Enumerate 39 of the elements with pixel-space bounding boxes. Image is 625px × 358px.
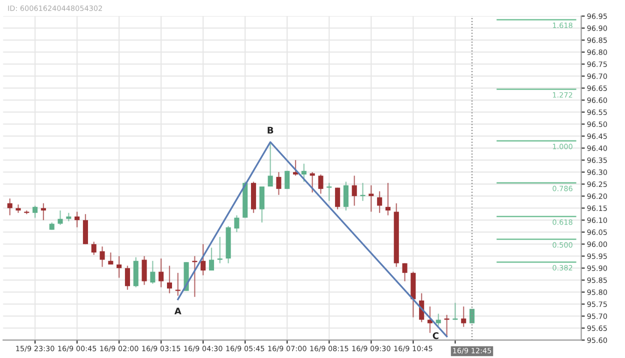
candlestick <box>166 265 172 294</box>
candlestick <box>318 174 324 194</box>
candlestick <box>58 210 63 226</box>
candlestick <box>116 256 122 278</box>
candlestick <box>40 202 46 221</box>
candlestick <box>268 142 273 188</box>
candlestick <box>175 272 180 296</box>
candlestick <box>427 306 433 334</box>
candlestick <box>461 306 466 328</box>
candlestick <box>385 182 390 216</box>
annotation: A <box>174 308 182 314</box>
candlestick <box>209 247 214 272</box>
candlestick <box>74 211 80 228</box>
candlestick <box>158 258 164 288</box>
candlestick <box>7 198 12 216</box>
candlestick <box>284 170 290 190</box>
candlestick <box>234 214 240 233</box>
candlestick <box>436 313 441 326</box>
candlestick <box>377 190 382 214</box>
candlestick <box>200 244 206 276</box>
candlestick <box>301 163 306 182</box>
annotation: C <box>432 332 438 340</box>
candlestick <box>352 175 357 206</box>
candlestick <box>343 181 348 212</box>
candlestick <box>150 260 156 284</box>
annotation: B <box>268 126 274 134</box>
candlestick <box>32 205 38 218</box>
candlestick <box>100 246 105 268</box>
candlestick <box>91 241 96 256</box>
candlestick <box>368 184 374 212</box>
candlestick <box>293 160 298 176</box>
candlestick <box>276 172 282 196</box>
candlestick <box>142 256 147 286</box>
candlestick <box>259 186 264 224</box>
candlestick <box>335 187 340 210</box>
candlestick <box>124 265 130 290</box>
candlestick <box>82 214 88 245</box>
candlestick <box>16 204 21 214</box>
candlestick <box>402 262 408 282</box>
